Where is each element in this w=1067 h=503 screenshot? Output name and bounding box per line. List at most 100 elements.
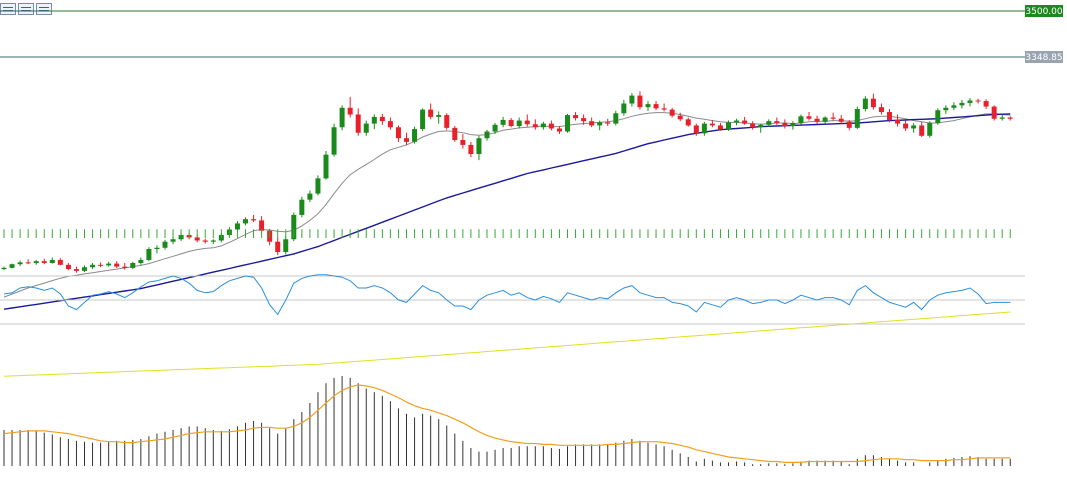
price-label-top: 3500.00 [1025, 7, 1062, 17]
candle-body [758, 124, 764, 128]
price-label-current: 3348.85 [1025, 53, 1062, 63]
sma-mid-line [3, 113, 1011, 310]
candle-body [629, 95, 635, 104]
sma-short-line [3, 112, 1011, 298]
candle-body [685, 119, 691, 126]
candle-body [637, 95, 643, 108]
toolbar [0, 3, 52, 17]
candle-body [693, 125, 699, 134]
candle-body [476, 138, 482, 155]
chart-window-icon[interactable] [18, 3, 34, 15]
candle-body [484, 131, 490, 139]
volume-bars [3, 229, 1011, 238]
candle-body [202, 240, 208, 242]
candle-body [830, 117, 836, 119]
candle-body [605, 122, 611, 124]
candle-body [371, 116, 377, 124]
candle-body [750, 123, 756, 128]
candle-body [444, 115, 450, 128]
candle-body [822, 117, 828, 122]
candle-body [983, 101, 989, 107]
candle-body [170, 239, 176, 242]
candle-body [508, 119, 514, 127]
candle-body [870, 98, 876, 108]
candle-body [468, 144, 474, 155]
candle-body [25, 262, 31, 264]
candle-body [532, 124, 538, 128]
candle-body [782, 122, 788, 127]
candle-body [975, 100, 981, 102]
candle-body [452, 127, 458, 141]
candle-body [709, 123, 715, 126]
candle-body [363, 123, 369, 133]
candle-body [114, 263, 120, 267]
candle-body [17, 262, 23, 265]
candle-body [798, 116, 804, 123]
candle-body [283, 239, 289, 253]
candle-body [130, 262, 136, 268]
candle-body [420, 109, 426, 130]
candle-body [589, 121, 595, 126]
candle-body [57, 259, 63, 265]
candle-body [492, 124, 498, 132]
candle-body [677, 115, 683, 120]
candle-body [41, 261, 47, 263]
candle-body [379, 116, 385, 122]
rsi-line [3, 274, 1011, 316]
candle-body [1007, 117, 1013, 119]
candle-body [387, 121, 393, 128]
candle-body [90, 264, 96, 268]
candle-body [412, 129, 418, 142]
candle-body [742, 120, 748, 124]
candle-body [919, 125, 925, 136]
candle-body [959, 102, 965, 106]
macd-signal-line [3, 384, 1011, 463]
candle-body [355, 114, 361, 133]
chart-window-icon[interactable] [0, 3, 16, 15]
candle-body [999, 117, 1005, 119]
candle-body [645, 104, 651, 108]
candle-body [806, 116, 812, 119]
candle-body [766, 121, 772, 125]
candle-body [991, 106, 997, 119]
macd-pane [3, 376, 1011, 466]
candle-body [573, 115, 579, 119]
sma-long-line [3, 311, 1011, 377]
candle-body [653, 104, 659, 109]
candle-body [548, 123, 554, 129]
candle-body [307, 193, 313, 200]
candle-body [9, 264, 15, 268]
candle-body [33, 261, 39, 263]
candle-body [967, 100, 973, 103]
candle-body [146, 248, 152, 260]
candle-body [436, 115, 442, 117]
candle-body [331, 127, 337, 155]
candle-body [243, 219, 248, 224]
candle-body [73, 269, 79, 271]
candle-body [903, 123, 909, 129]
candle-body [540, 123, 546, 128]
candle-body [154, 247, 160, 249]
chart-window-icon[interactable] [36, 3, 52, 15]
candle-body [911, 125, 917, 129]
candle-body [669, 109, 675, 116]
candles [1, 91, 1013, 273]
candle-body [395, 127, 401, 139]
candle-body [613, 113, 619, 124]
candle-body [404, 138, 409, 142]
candle-body [790, 122, 796, 127]
candle-body [98, 264, 104, 266]
candle-body [106, 263, 112, 266]
candle-body [323, 154, 329, 179]
candle-body [597, 122, 603, 126]
candle-body [65, 264, 71, 270]
candle-body [275, 241, 281, 253]
candle-body [122, 266, 128, 268]
candle-body [862, 98, 868, 109]
price-pane: 3500.00 3348.85 [0, 5, 1063, 377]
candle-body [82, 267, 87, 271]
sma-mid-series [3, 113, 1011, 310]
rsi-pane [0, 274, 1025, 325]
candle-body [854, 108, 860, 128]
candle-body [315, 178, 321, 194]
